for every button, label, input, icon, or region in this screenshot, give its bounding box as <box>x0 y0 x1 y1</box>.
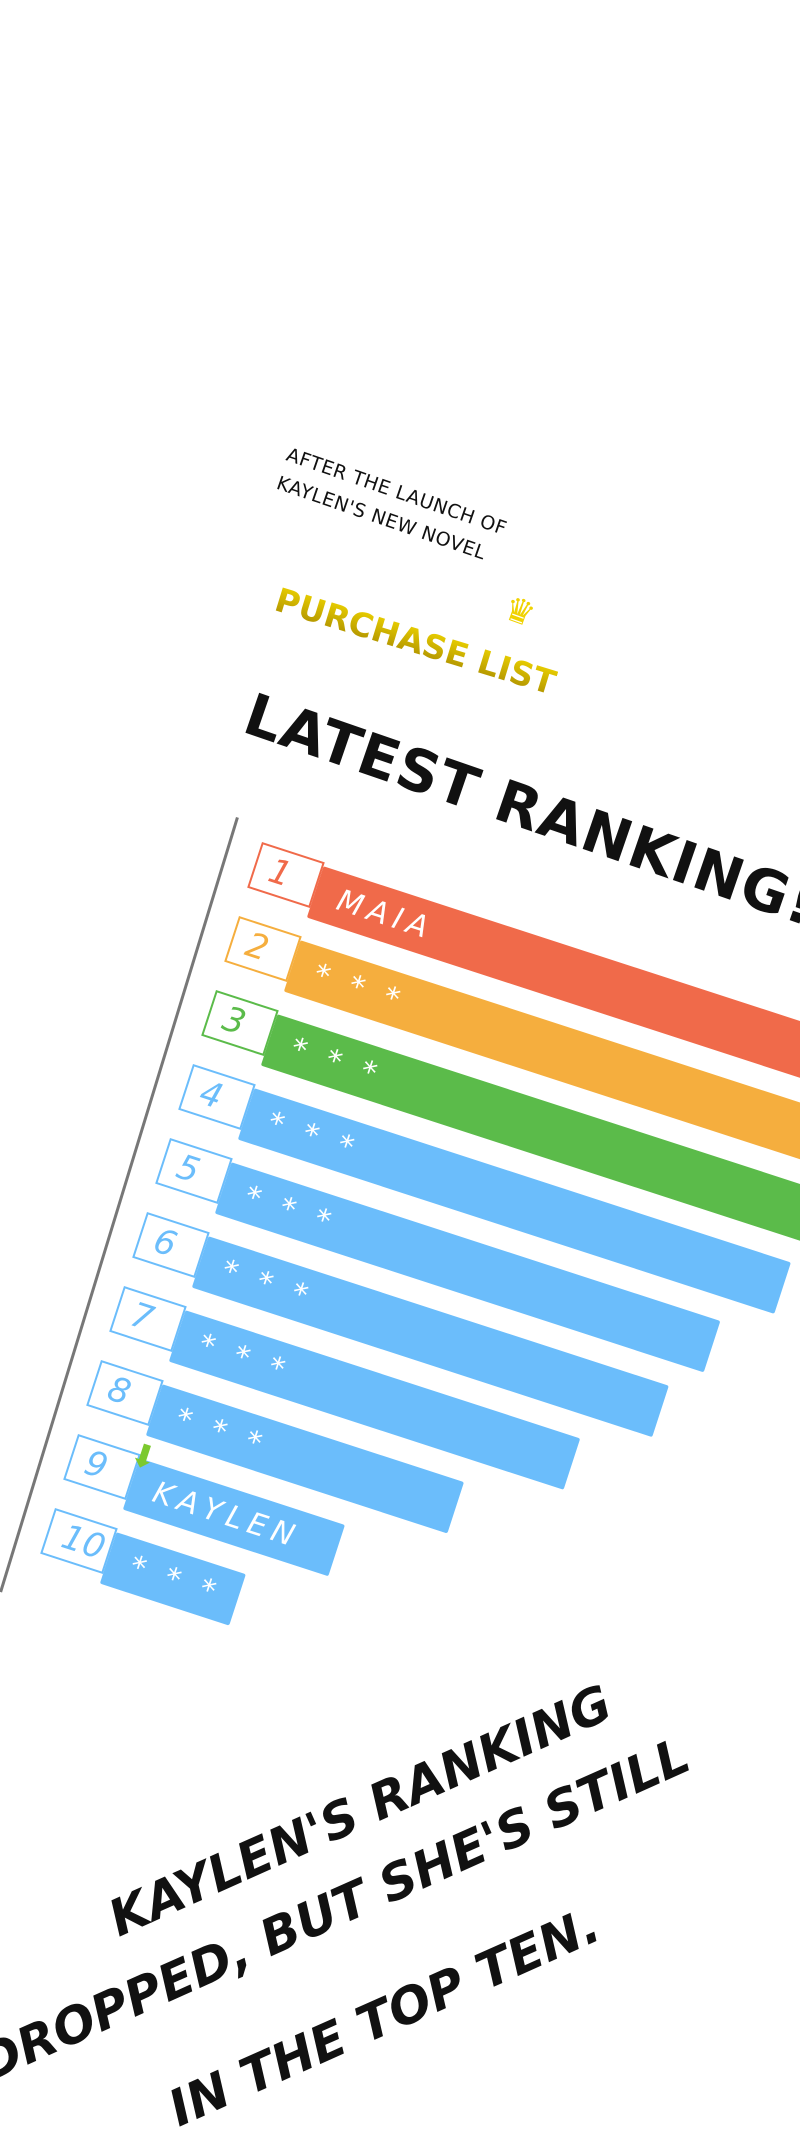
rank-bar: * * * <box>99 1532 246 1626</box>
intro-caption: After the launch of Kaylen's new novel <box>272 440 510 572</box>
crown-icon: ♛ <box>498 588 541 637</box>
